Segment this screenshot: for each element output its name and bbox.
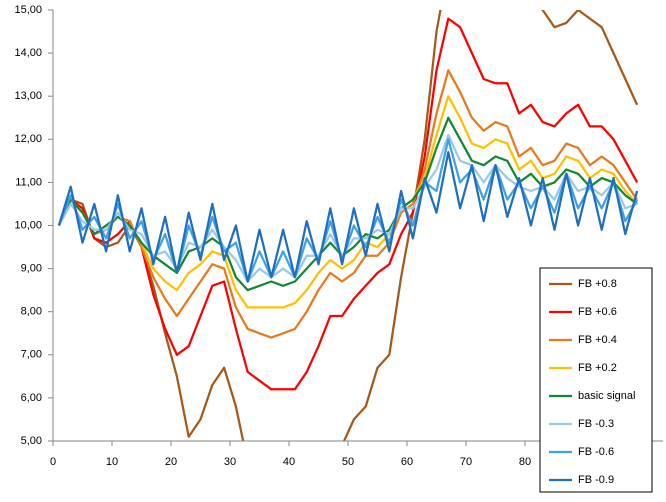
series-line — [57, 151, 639, 283]
y-tick-label: 5,00 — [21, 435, 42, 447]
x-tick-label: 20 — [165, 456, 177, 468]
legend-label: FB +0.8 — [578, 278, 617, 290]
x-tick-label: 70 — [460, 456, 472, 468]
series-line — [57, 69, 639, 339]
legend-label: FB +0.4 — [578, 334, 617, 346]
legend-label: FB -0.9 — [578, 474, 614, 486]
series-line — [57, 95, 638, 309]
y-tick-label: 6,00 — [21, 392, 42, 404]
legend-box — [539, 267, 653, 493]
x-tick-label: 0 — [50, 456, 56, 468]
legend-label: FB -0.3 — [578, 418, 614, 430]
y-tick-label: 10,00 — [14, 219, 42, 231]
y-tick-label: 7,00 — [21, 349, 42, 361]
legend-label: basic signal — [578, 390, 635, 402]
x-tick-label: 60 — [401, 456, 413, 468]
x-tick-label: 80 — [519, 456, 531, 468]
y-tick-label: 11,00 — [15, 176, 42, 188]
x-tick-label: 30 — [224, 456, 236, 468]
y-tick-label: 12,00 — [14, 133, 42, 145]
legend-label: FB +0.6 — [578, 306, 617, 318]
series-line — [57, 10, 639, 441]
y-tick-label: 8,00 — [21, 306, 42, 318]
plot-area — [57, 10, 639, 441]
legend-label: FB +0.2 — [578, 362, 617, 374]
x-tick-label: 40 — [283, 456, 295, 468]
y-tick-label: 15,00 — [14, 4, 42, 16]
x-tick-label: 10 — [106, 456, 118, 468]
y-tick-label: 14,00 — [14, 47, 42, 59]
y-tick-label: 9,00 — [21, 263, 42, 275]
x-tick-label: 50 — [342, 456, 354, 468]
y-tick-label: 13,00 — [14, 90, 42, 102]
series-line — [57, 17, 639, 391]
legend-label: FB -0.6 — [578, 446, 614, 458]
